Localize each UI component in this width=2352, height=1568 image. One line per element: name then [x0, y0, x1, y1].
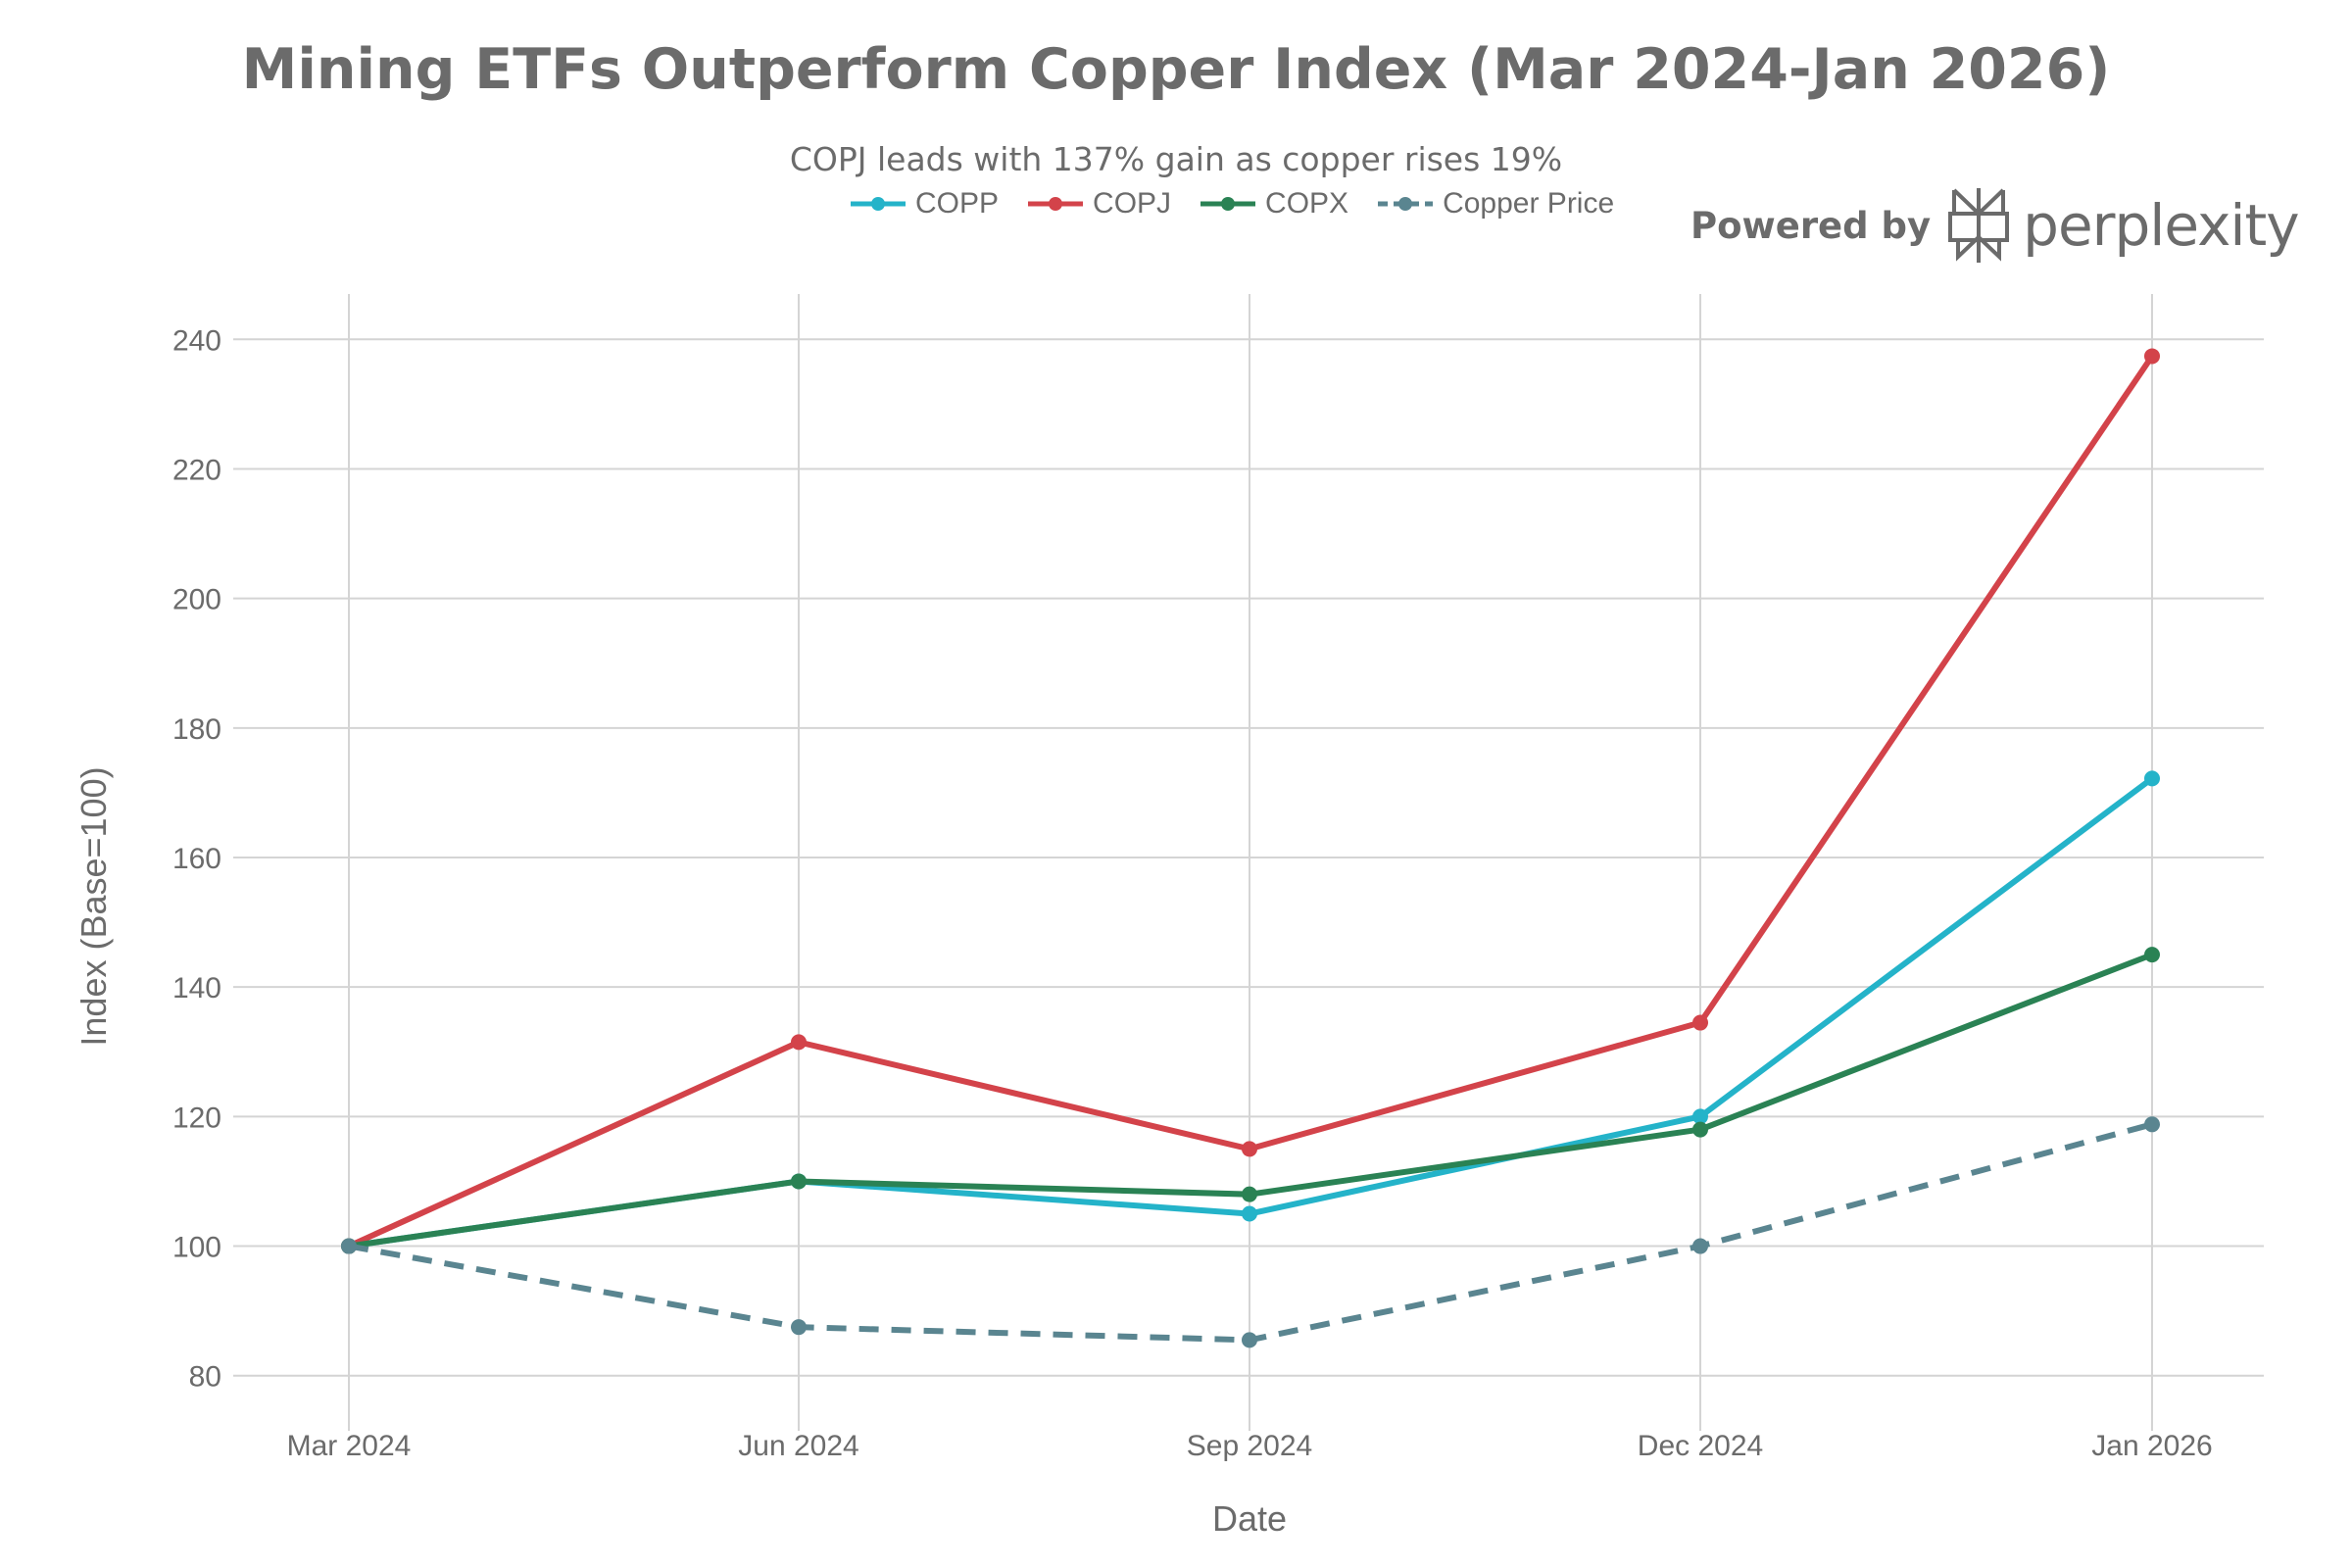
legend-item-copj[interactable]: COPJ	[1026, 187, 1171, 220]
legend-label-copp: COPP	[915, 187, 1000, 220]
chart-legend: COPP COPJ COPX Copper Price	[849, 184, 1642, 223]
data-point-copj	[1692, 1014, 1708, 1031]
x-tick-label: Jun 2024	[738, 1430, 858, 1462]
y-tick-label: 160	[172, 843, 221, 875]
data-point-copper-price	[1692, 1238, 1708, 1254]
chart-subtitle: COPJ leads with 137% gain as copper rise…	[789, 140, 1563, 178]
series-layer	[341, 348, 2160, 1348]
y-axis-title: Index (Base=100)	[74, 766, 114, 1046]
chart-title: Mining ETFs Outperform Copper Index (Mar…	[241, 37, 2111, 102]
legend-swatch-copper-price	[1378, 197, 1434, 211]
data-point-copp	[1242, 1205, 1257, 1222]
data-point-copx	[791, 1173, 807, 1190]
x-tick-label: Jan 2026	[2091, 1430, 2212, 1462]
legend-label-copj: COPJ	[1093, 187, 1172, 220]
data-point-copper-price	[1242, 1332, 1257, 1348]
data-point-copp	[1692, 1108, 1708, 1125]
data-point-copx	[1242, 1186, 1257, 1202]
series-copper-price	[341, 1116, 2160, 1348]
grid-layer	[233, 294, 2264, 1431]
series-copx	[341, 947, 2160, 1254]
data-point-copper-price	[341, 1238, 357, 1254]
y-tick-label: 240	[172, 324, 221, 357]
brand-name: perplexity	[2023, 192, 2299, 259]
x-tick-label: Dec 2024	[1638, 1430, 1763, 1462]
data-point-copx	[1692, 1121, 1708, 1138]
brand: Powered by perplexity	[1690, 186, 2300, 265]
legend-item-copx[interactable]: COPX	[1199, 187, 1348, 220]
legend-swatch-copp	[851, 197, 906, 211]
data-point-copj	[791, 1034, 807, 1051]
x-tick-label: Mar 2024	[287, 1430, 412, 1462]
data-point-copper-price	[791, 1319, 807, 1336]
y-tick-label: 220	[172, 454, 221, 486]
data-point-copj	[2144, 348, 2160, 365]
axis-layer: 80 100 120 140 160 180 200 220 240 Mar 2024 Jun 20…	[172, 324, 2213, 1462]
y-tick-label: 100	[172, 1232, 221, 1264]
data-point-copp	[2144, 770, 2160, 787]
legend-item-copper-price[interactable]: Copper Price	[1376, 187, 1614, 220]
legend-label-copx: COPX	[1265, 187, 1349, 220]
legend-item-copp[interactable]: COPP	[849, 187, 999, 220]
legend-swatch-copj	[1028, 197, 1084, 211]
brand-prefix: Powered by	[1690, 204, 1932, 247]
legend-swatch-copx	[1200, 197, 1256, 211]
legend-label-copper-price: Copper Price	[1443, 187, 1615, 220]
y-tick-label: 180	[172, 713, 221, 746]
data-point-copj	[1242, 1141, 1257, 1157]
y-tick-label: 140	[172, 972, 221, 1004]
y-tick-label: 200	[172, 584, 221, 616]
y-tick-label: 120	[172, 1102, 221, 1134]
data-point-copper-price	[2144, 1116, 2160, 1133]
x-tick-label: Sep 2024	[1187, 1430, 1312, 1462]
x-axis-title: Date	[1212, 1498, 1287, 1539]
perplexity-logo-icon	[1948, 188, 2010, 263]
data-point-copx	[2144, 947, 2160, 963]
y-tick-label: 80	[189, 1361, 221, 1394]
